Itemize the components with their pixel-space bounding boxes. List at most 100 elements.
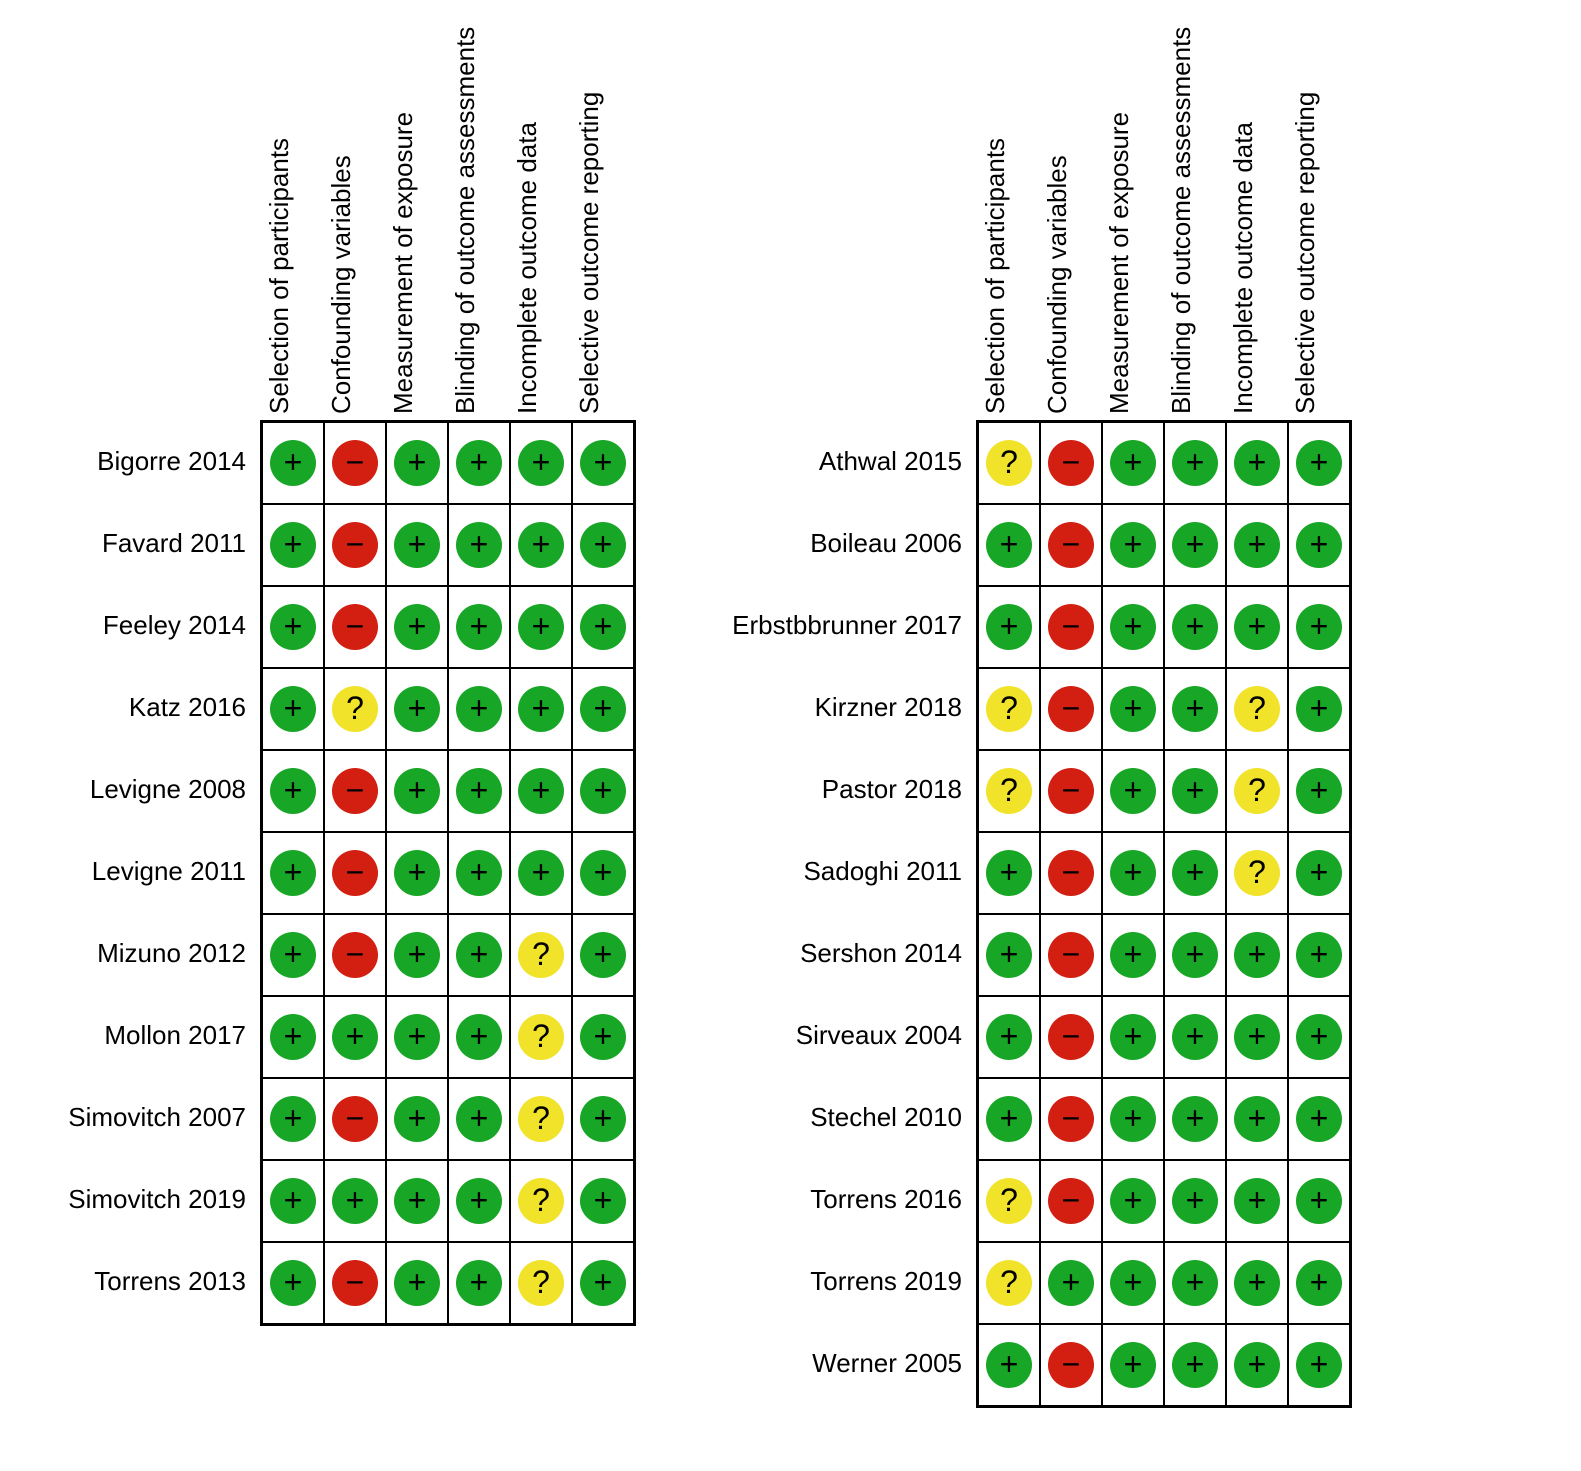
risk-indicator-high: − (332, 1096, 378, 1142)
risk-glyph: − (1062, 528, 1081, 560)
assessment-cell: + (1164, 1160, 1226, 1242)
assessment-cell: ? (1226, 750, 1288, 832)
risk-glyph: − (346, 938, 365, 970)
risk-indicator-high: − (1048, 768, 1094, 814)
assessment-row: ?−++?+ (978, 750, 1350, 832)
risk-indicator-low: + (580, 686, 626, 732)
risk-indicator-low: + (456, 440, 502, 486)
risk-indicator-low: + (1172, 1096, 1218, 1142)
risk-glyph: ? (1248, 774, 1266, 806)
risk-glyph: + (594, 1020, 613, 1052)
row-label: Katz 2016 (40, 666, 260, 748)
risk-glyph: ? (1000, 446, 1018, 478)
risk-glyph: + (1310, 1348, 1329, 1380)
risk-glyph: + (1124, 1102, 1143, 1134)
risk-glyph: + (1310, 610, 1329, 642)
risk-glyph: + (284, 692, 303, 724)
row-label: Levigne 2011 (40, 830, 260, 912)
assessment-cell: + (1164, 832, 1226, 914)
risk-indicator-low: + (1296, 604, 1342, 650)
assessment-cell: ? (978, 422, 1040, 504)
risk-indicator-high: − (332, 768, 378, 814)
assessment-row: ?−++?+ (978, 668, 1350, 750)
risk-glyph: + (1000, 528, 1019, 560)
risk-glyph: + (408, 446, 427, 478)
assessment-row: +?++++ (262, 668, 634, 750)
risk-indicator-low: + (270, 1260, 316, 1306)
risk-glyph: + (470, 774, 489, 806)
risk-glyph: + (1248, 1020, 1267, 1052)
header-spacer (720, 40, 980, 420)
risk-glyph: + (284, 1266, 303, 1298)
assessment-row: +−++++ (978, 1078, 1350, 1160)
risk-glyph: + (594, 1266, 613, 1298)
risk-glyph: + (1248, 610, 1267, 642)
assessment-cell: + (1226, 1078, 1288, 1160)
assessment-cell: + (1164, 914, 1226, 996)
assessment-cell: ? (978, 750, 1040, 832)
risk-glyph: + (532, 610, 551, 642)
risk-indicator-low: + (518, 440, 564, 486)
risk-glyph: ? (532, 1184, 550, 1216)
assessment-cell: ? (978, 1160, 1040, 1242)
assessment-cell: + (510, 422, 572, 504)
column-header-label: Incomplete outcome data (512, 122, 543, 414)
risk-indicator-high: − (1048, 1096, 1094, 1142)
assessment-cell: + (262, 914, 324, 996)
risk-indicator-low: + (1234, 522, 1280, 568)
risk-glyph: + (1310, 1266, 1329, 1298)
assessment-cell: + (448, 832, 510, 914)
risk-glyph: − (346, 610, 365, 642)
risk-glyph: + (594, 938, 613, 970)
assessment-cell: − (1040, 832, 1102, 914)
risk-indicator-low: + (1110, 1096, 1156, 1142)
assessment-row: +−++?+ (262, 914, 634, 996)
risk-glyph: + (1124, 528, 1143, 560)
risk-indicator-high: − (1048, 850, 1094, 896)
assessment-cell: + (1102, 832, 1164, 914)
assessment-cell: + (386, 1242, 448, 1324)
risk-glyph: + (1124, 610, 1143, 642)
assessment-cell: + (1102, 996, 1164, 1078)
assessment-cell: + (386, 914, 448, 996)
risk-glyph: + (284, 774, 303, 806)
assessment-cell: + (510, 668, 572, 750)
assessment-cell: ? (978, 1242, 1040, 1324)
assessment-cell: + (510, 586, 572, 668)
assessment-cell: + (1226, 586, 1288, 668)
risk-glyph: + (346, 1020, 365, 1052)
assessment-cell: + (572, 504, 634, 586)
risk-indicator-low: + (332, 1178, 378, 1224)
risk-indicator-high: − (332, 522, 378, 568)
row-label: Feeley 2014 (40, 584, 260, 666)
risk-indicator-low: + (394, 932, 440, 978)
risk-indicator-low: + (518, 686, 564, 732)
assessment-cell: + (1288, 1078, 1350, 1160)
column-header-label: Measurement of exposure (388, 112, 419, 414)
risk-glyph: + (532, 528, 551, 560)
assessment-cell: + (510, 750, 572, 832)
assessment-cell: + (262, 668, 324, 750)
risk-of-bias-panel-right: Selection of participantsConfounding var… (716, 40, 1352, 1408)
assessment-cell: + (448, 668, 510, 750)
assessment-cell: + (510, 832, 572, 914)
column-header-label: Selection of participants (264, 138, 295, 414)
assessment-cell: + (1102, 750, 1164, 832)
assessment-cell: + (978, 996, 1040, 1078)
risk-indicator-low: + (1172, 604, 1218, 650)
risk-glyph: + (408, 692, 427, 724)
risk-indicator-low: + (394, 1096, 440, 1142)
risk-indicator-low: + (1296, 932, 1342, 978)
assessment-cell: + (572, 1078, 634, 1160)
assessment-cell: + (448, 504, 510, 586)
assessment-cell: + (572, 996, 634, 1078)
assessment-cell: ? (510, 996, 572, 1078)
assessment-grid: ?−+++++−+++++−++++?−++?+?−++?++−++?++−++… (976, 420, 1352, 1408)
assessment-cell: + (448, 422, 510, 504)
risk-glyph: + (594, 1102, 613, 1134)
risk-glyph: + (1186, 692, 1205, 724)
column-header-label: Blinding of outcome assessments (450, 27, 481, 414)
assessment-cell: + (386, 1078, 448, 1160)
risk-glyph: − (1062, 446, 1081, 478)
risk-indicator-low: + (270, 850, 316, 896)
